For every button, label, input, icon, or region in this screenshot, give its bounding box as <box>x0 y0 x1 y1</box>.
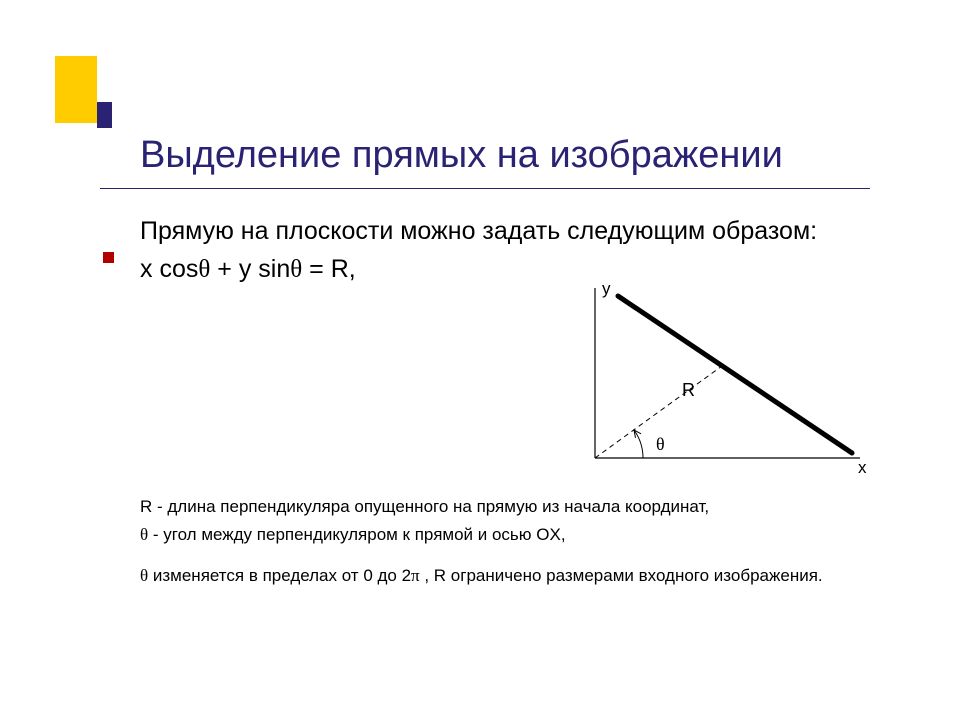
svg-text:R: R <box>682 380 695 400</box>
note-range: θ изменяется в пределах от 0 до 2π , R о… <box>140 563 880 589</box>
decor-navy-block <box>97 102 112 128</box>
page-title: Выделение прямых на изображении <box>140 133 783 179</box>
line-diagram: y x Rθ <box>560 278 870 488</box>
bullet-marker <box>103 252 114 263</box>
title-underline <box>100 188 870 189</box>
svg-text:y: y <box>602 279 611 298</box>
notes-block: R - длина перпендикуляра опущенного на п… <box>140 494 880 591</box>
svg-text:x: x <box>858 458 867 477</box>
note-theta: θ - угол между перпендикуляром к прямой … <box>140 522 880 548</box>
diagram-axes: y x Rθ <box>595 279 867 477</box>
decor-yellow-block <box>55 56 97 123</box>
intro-line: Прямую на плоскости можно задать следующ… <box>140 215 880 247</box>
note-R: R - длина перпендикуляра опущенного на п… <box>140 494 880 520</box>
body-text: Прямую на плоскости можно задать следующ… <box>140 215 880 287</box>
svg-text:θ: θ <box>656 434 665 454</box>
slide: { "title": "Выделение прямых на изображе… <box>0 0 960 720</box>
